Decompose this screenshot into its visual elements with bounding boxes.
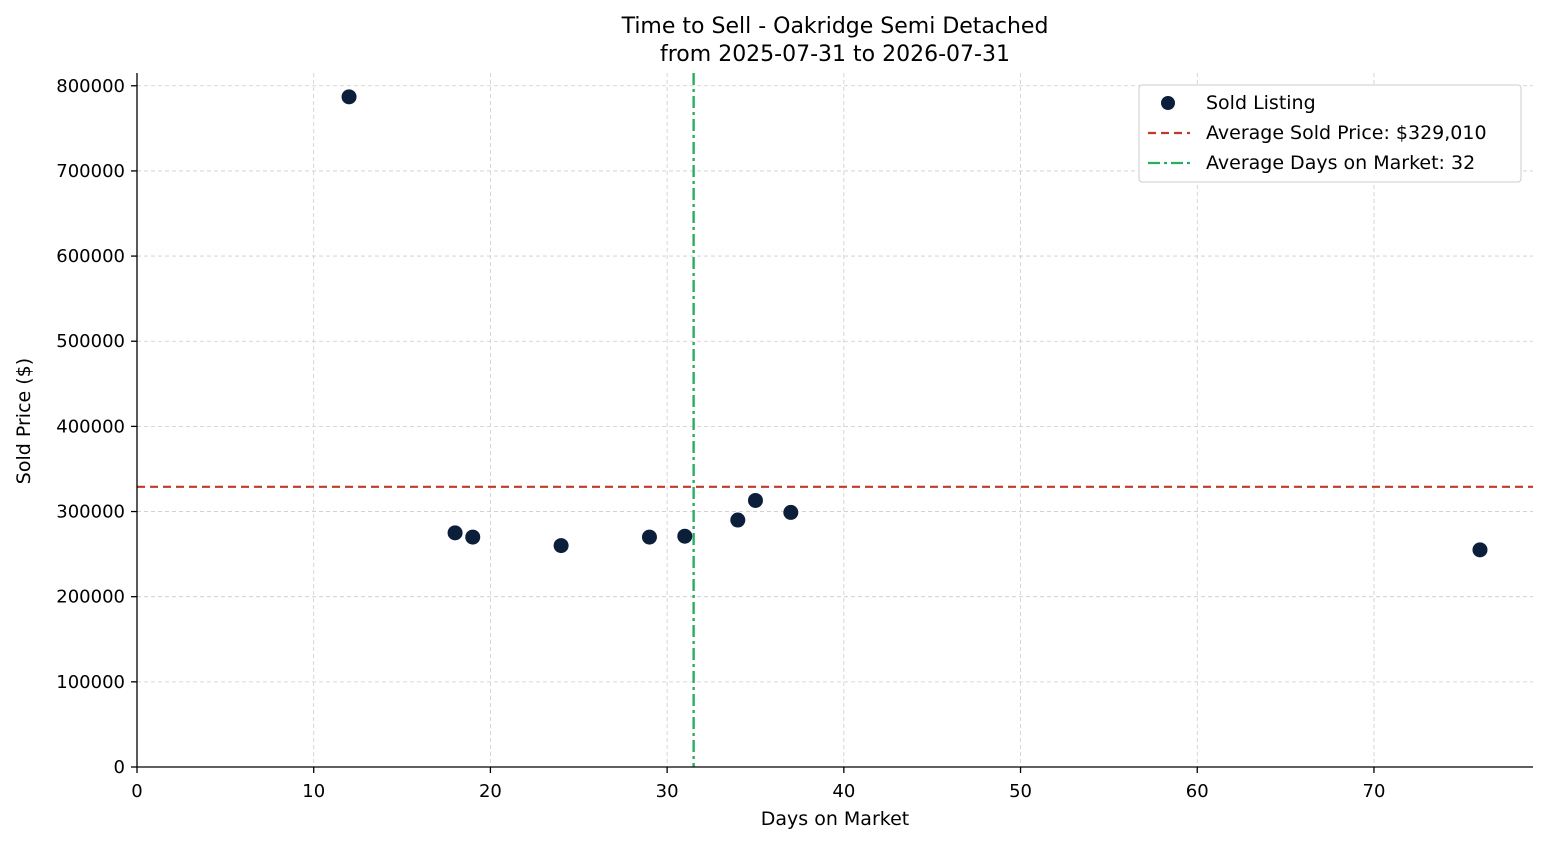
y-tick-label: 100000 [56, 672, 125, 693]
legend-label-sold-listing: Sold Listing [1206, 92, 1316, 114]
y-tick-label: 700000 [56, 161, 125, 182]
reference-lines [137, 73, 1533, 767]
data-point [465, 529, 481, 545]
legend-box [1138, 84, 1522, 183]
data-point [677, 528, 693, 544]
chart-subtitle: from 2025-07-31 to 2026-07-31 [660, 42, 1010, 67]
x-tick-label: 30 [656, 781, 679, 802]
data-point [447, 525, 463, 541]
y-tick-label: 0 [114, 757, 125, 778]
y-tick-label: 200000 [56, 587, 125, 608]
chart-title: Time to Sell - Oakridge Semi Detached [621, 14, 1049, 39]
data-point [730, 512, 746, 528]
data-point [553, 538, 569, 554]
y-tick-label: 600000 [56, 246, 125, 267]
data-points [341, 89, 1488, 558]
x-tick-label: 0 [131, 781, 142, 802]
legend-label-average-price: Average Sold Price: $329,010 [1206, 122, 1487, 144]
x-tick-label: 10 [302, 781, 325, 802]
data-point [747, 492, 763, 508]
data-point [641, 529, 657, 545]
axes [136, 73, 1533, 768]
legend-marker-sold-listing [1161, 96, 1175, 110]
data-point [1472, 542, 1488, 558]
legend: Sold Listing Average Sold Price: $329,01… [1138, 84, 1522, 183]
y-tick-label: 500000 [56, 331, 125, 352]
y-tick-label: 300000 [56, 502, 125, 523]
x-tick-label: 40 [832, 781, 855, 802]
legend-label-average-days: Average Days on Market: 32 [1206, 152, 1475, 174]
x-axis-label: Days on Market [761, 808, 909, 830]
y-tick-label: 800000 [56, 76, 125, 97]
data-point [783, 504, 799, 520]
x-tick-label: 20 [479, 781, 502, 802]
x-tick-label: 70 [1363, 781, 1386, 802]
tick-labels: 0 10 20 30 40 50 60 70 0 100000 200000 300000 400000… [56, 76, 1385, 802]
data-point [341, 89, 357, 105]
y-tick-label: 400000 [56, 416, 125, 437]
y-axis-label: Sold Price ($) [13, 358, 35, 484]
x-tick-label: 50 [1009, 781, 1032, 802]
x-tick-label: 60 [1186, 781, 1209, 802]
